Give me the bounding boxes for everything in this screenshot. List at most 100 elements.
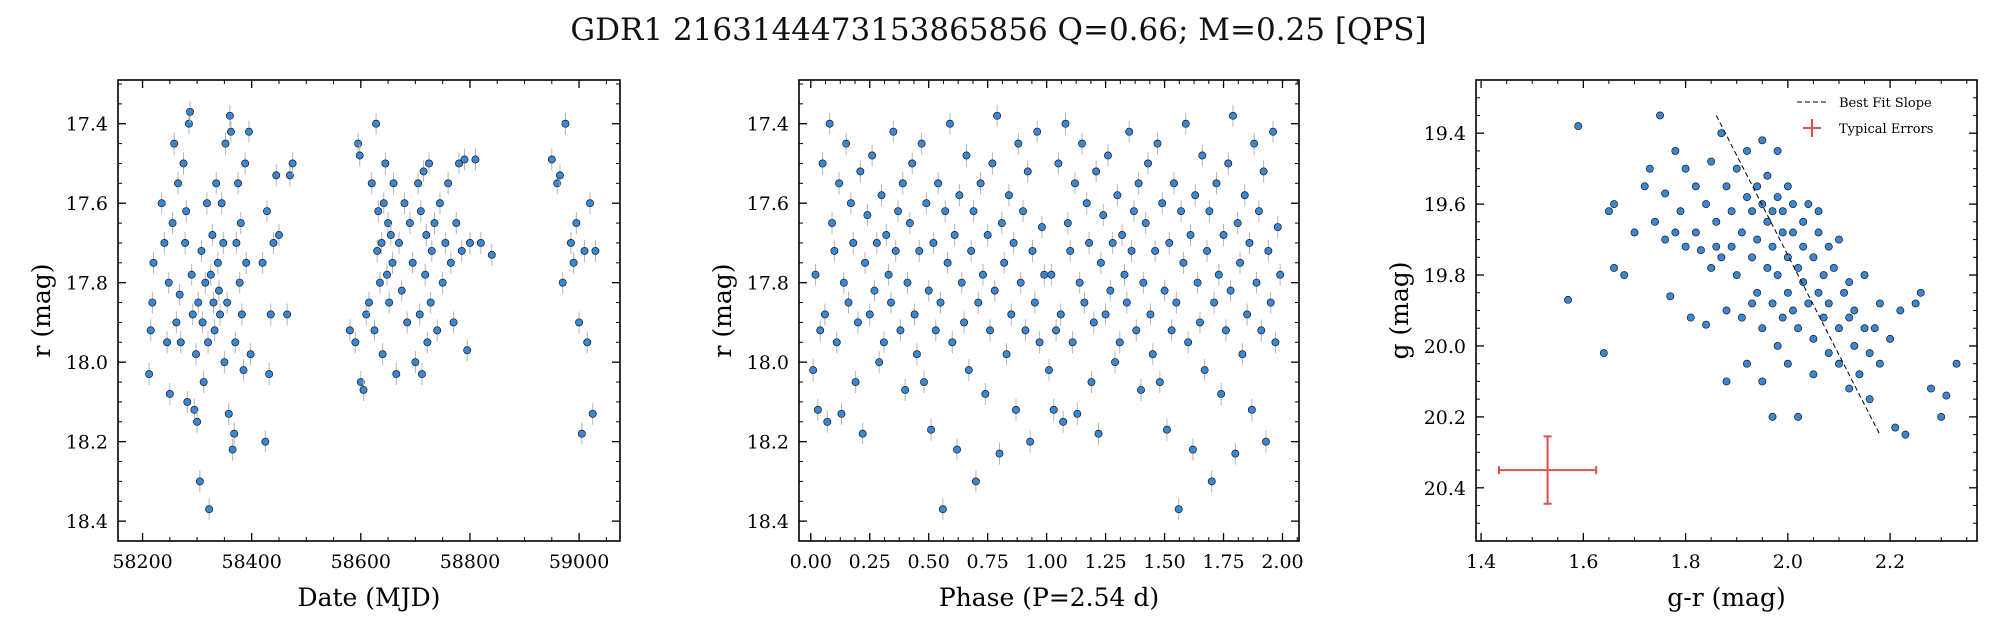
data-point [383,270,391,279]
data-point [367,179,376,188]
data-point [1056,310,1065,319]
phase-folded-panel: 0.00 0.25 0.50 0.75 1.00 1.25 1.50 1.75 2.00 17.4… [708,79,1304,612]
x-tick-label: 1.6 [1568,551,1598,573]
data-point [1191,191,1200,200]
data-point [242,258,251,267]
data-point [1896,306,1905,315]
data-point [1737,228,1746,237]
data-point [1845,278,1854,287]
data-point [362,310,371,319]
data-point [1681,242,1690,251]
data-point [1250,139,1259,148]
data-point [830,246,839,255]
data-point [400,199,409,208]
data-point [175,290,184,299]
data-point [1007,310,1016,319]
data-point [216,310,224,319]
data-point [1104,151,1112,160]
data-point [938,505,947,514]
data-point [145,370,154,379]
data-point [903,278,912,287]
data-point [1722,306,1731,315]
x-tick-label: 58200 [112,551,172,573]
data-point [1942,391,1951,400]
data-point [823,417,832,426]
data-point [1758,136,1767,145]
data-point [976,179,985,188]
data-point [1019,207,1028,216]
data-point [809,366,818,375]
data-point [1096,258,1105,267]
data-point [1676,207,1685,216]
data-point [1276,270,1285,279]
data-point [915,246,924,255]
data-point [245,127,253,136]
data-point [910,310,919,319]
data-point [929,238,938,247]
data-point [1094,429,1103,438]
data-point [415,310,424,319]
data-point [1188,445,1197,454]
data-point [1758,324,1767,333]
data-point [832,338,841,347]
data-point [863,211,872,220]
data-point [1082,199,1091,208]
data-point [1023,167,1032,176]
data-point [261,437,270,446]
data-point [408,258,417,267]
data-point [1691,228,1700,237]
data-point [953,445,961,454]
data-point [1809,253,1818,262]
data-point [1712,242,1721,251]
data-point [1799,278,1808,287]
data-point [1205,207,1214,216]
data-point [1666,292,1675,301]
data-point [941,207,950,216]
data-point [1089,318,1098,327]
data-point [198,318,207,327]
data-point [1198,151,1207,160]
data-point [183,397,192,406]
data-point [1021,326,1030,335]
data-point [246,350,255,359]
data-point [379,199,388,208]
data-point [1773,146,1782,155]
data-point [427,246,436,255]
data-point [1217,390,1226,398]
data-point [1875,359,1884,368]
data-point [212,179,221,188]
data-point [1650,217,1659,226]
data-point [1778,313,1787,322]
figure-title: GDR1 2163144473153865856 Q=0.66; M=0.25 … [570,12,1427,48]
data-point [190,405,199,414]
legend-entry-best-fit: Best Fit Slope [1839,96,1932,111]
data-point [272,171,281,180]
y-axis-label: g (mag) [1385,261,1414,359]
data-point [1819,271,1828,279]
y-tick-label: 18.4 [747,511,789,533]
data-point [1269,127,1278,136]
data-point [1610,200,1618,209]
data-point [1717,253,1726,262]
data-point [1773,271,1782,279]
data-point [1193,278,1202,287]
data-point [217,199,226,208]
x-tick-label: 0.75 [967,551,1009,573]
data-point [206,270,215,279]
data-point [1886,334,1895,343]
data-point [983,231,992,239]
data-point [388,258,397,267]
data-point [1845,384,1854,393]
data-point [1252,278,1261,287]
y-tick-label: 19.6 [1424,194,1466,216]
data-point [1727,207,1736,216]
data-point [1702,200,1711,209]
data-point [1773,193,1782,201]
data-point [1172,298,1181,307]
data-point [192,350,200,359]
data-point [1850,306,1859,315]
data-point [1153,139,1162,148]
data-point [193,417,202,426]
data-point [1656,111,1664,120]
y-tick-label: 17.8 [747,273,789,295]
